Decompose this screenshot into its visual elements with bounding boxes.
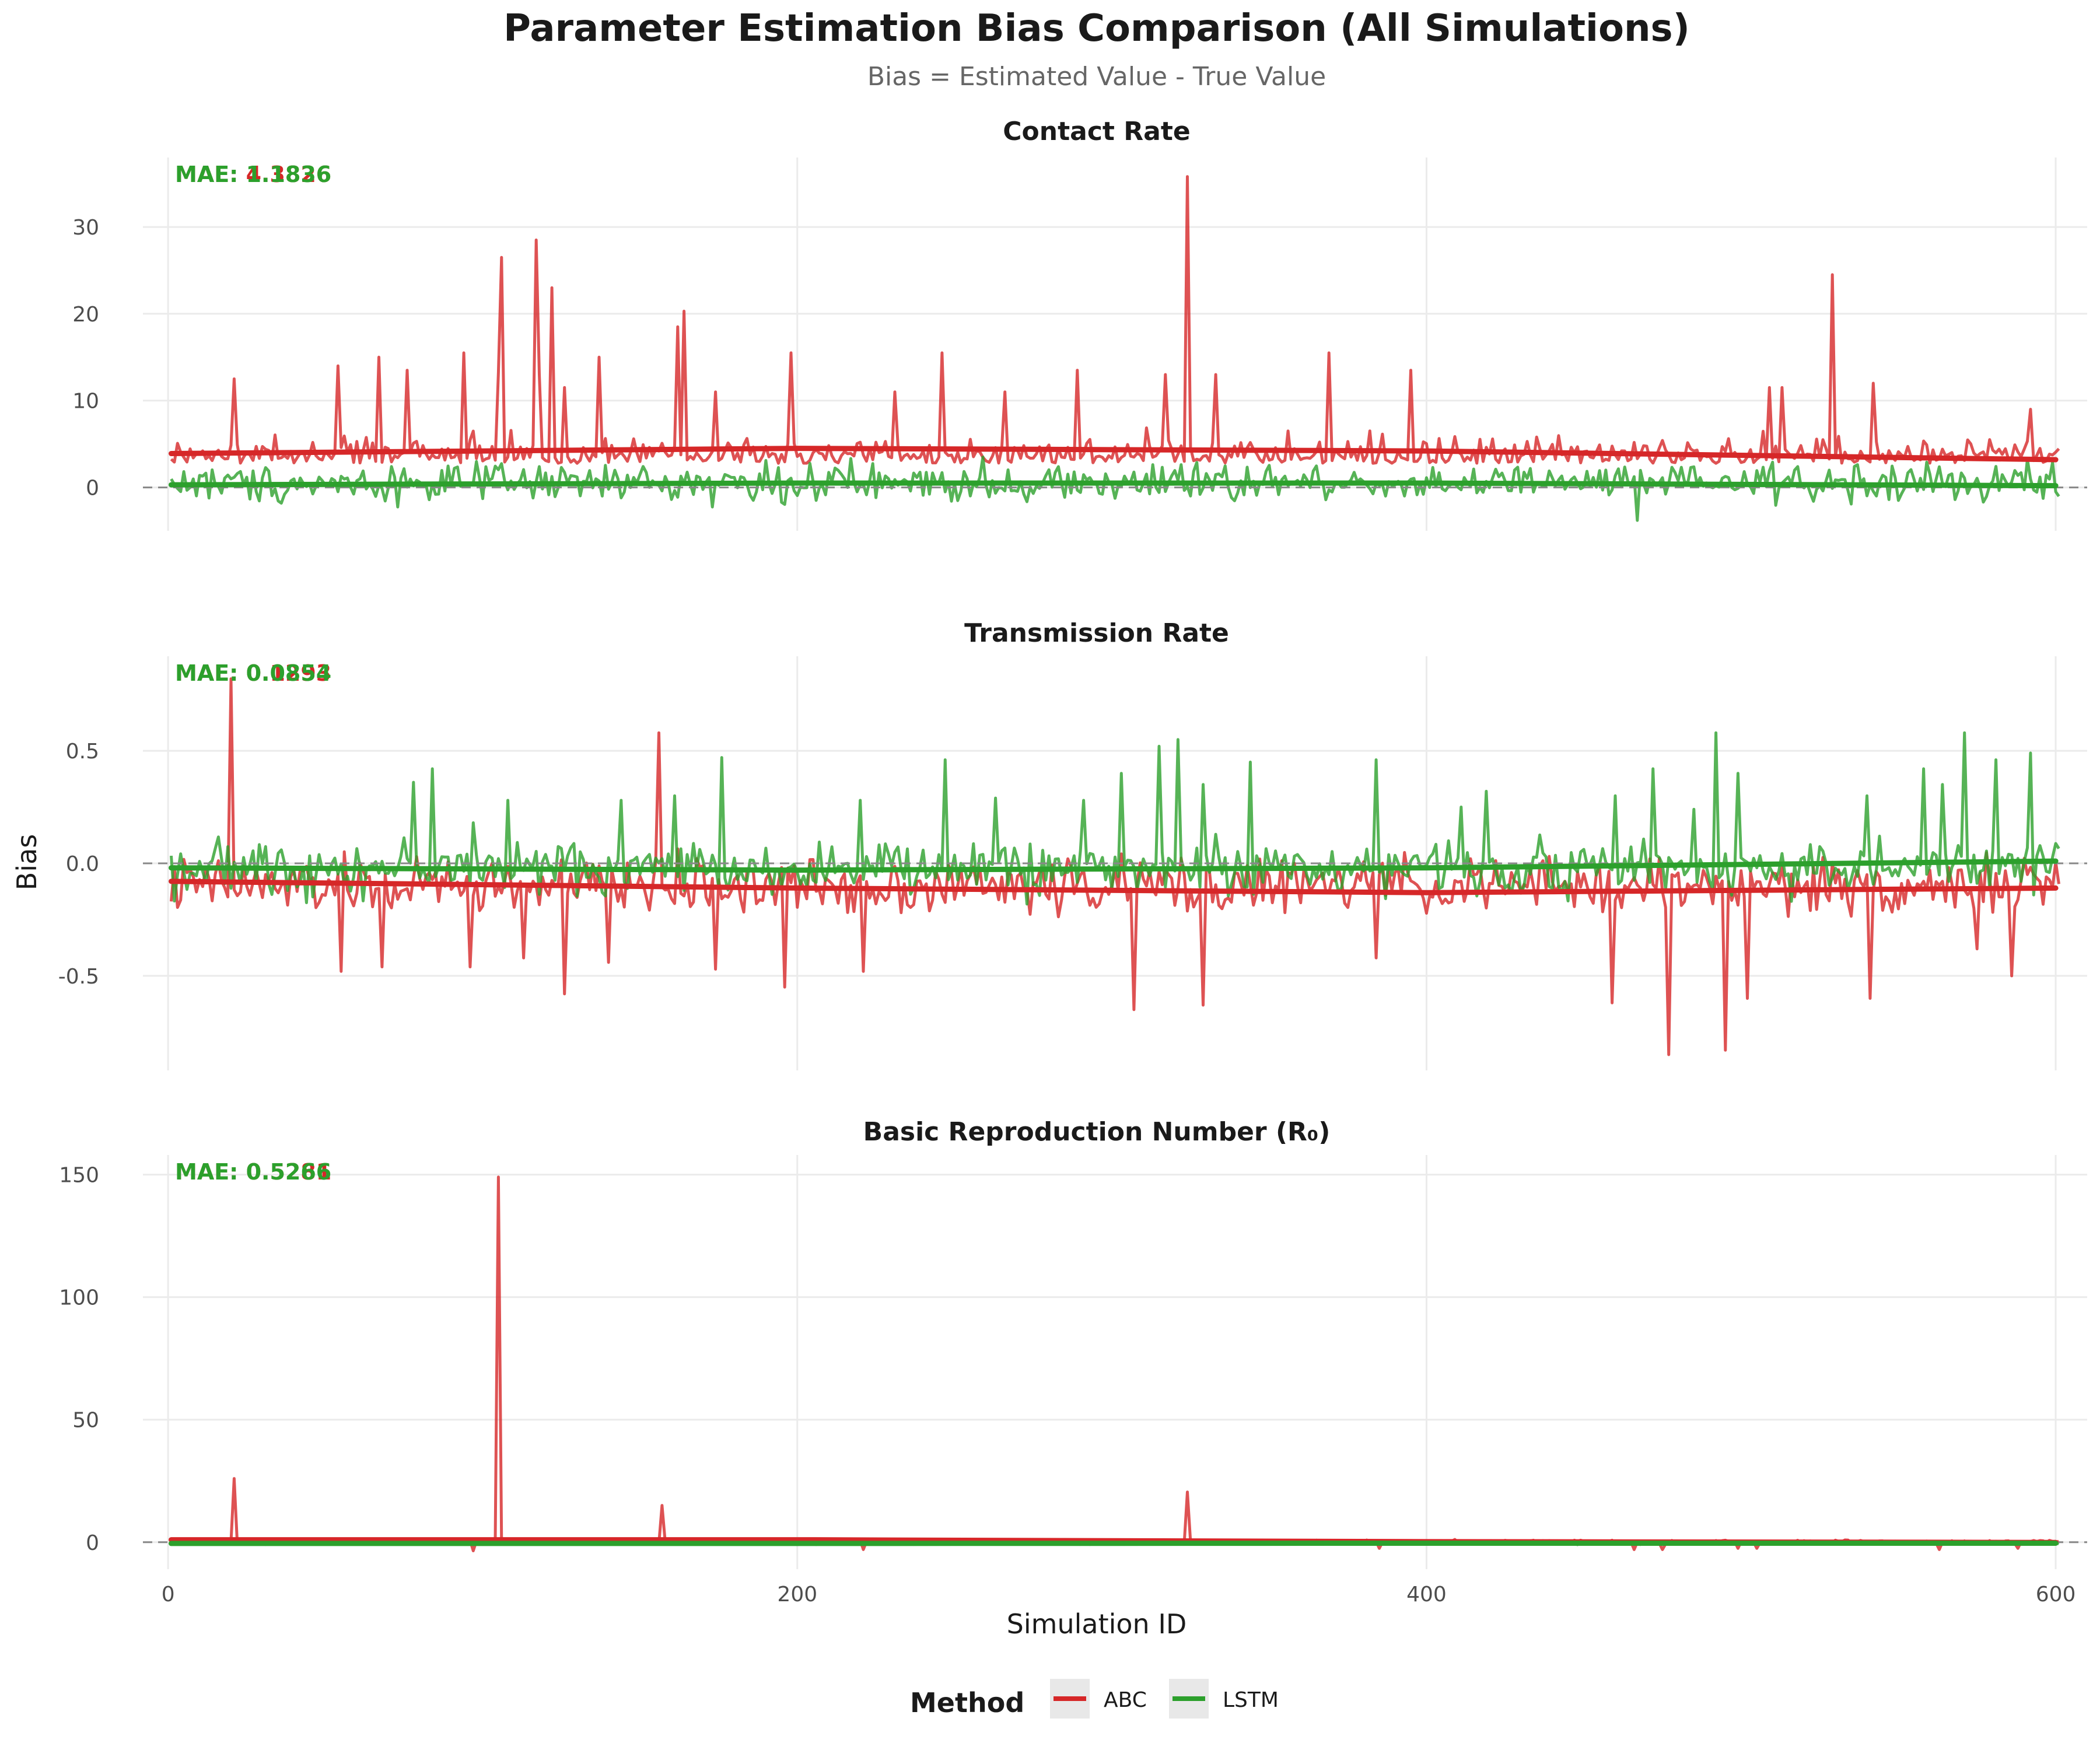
mae-annotation-lstm: MAE: 0.0854 xyxy=(175,660,331,686)
series-line-abc xyxy=(170,1175,2060,1552)
mae-annotation-lstm: MAE: 0.5266 xyxy=(175,1159,331,1185)
trend-line-lstm xyxy=(169,858,2059,873)
trend-line-lstm xyxy=(169,480,2059,489)
series-line-abc xyxy=(170,175,2060,465)
x-tick-label: 0 xyxy=(162,1583,175,1606)
panel-title: Contact Rate xyxy=(1003,117,1190,146)
panel-2: Basic Reproduction Number (R₀) 0 50 100 150 M… xyxy=(59,1117,2087,1569)
y-tick-label: 10 xyxy=(72,390,99,414)
y-tick-label: 0 xyxy=(86,477,99,501)
y-tick-label: 150 xyxy=(59,1164,99,1188)
legend-label-abc[interactable]: ABC xyxy=(1104,1688,1147,1712)
x-tick-label: 600 xyxy=(2036,1583,2076,1606)
y-tick-label: 0.5 xyxy=(66,740,99,764)
x-axis-label: Simulation ID xyxy=(1007,1608,1187,1640)
series-line-lstm xyxy=(170,456,2060,522)
mae-annotation-abc: MAE: 4.3826 xyxy=(175,162,331,187)
x-tick-label: 400 xyxy=(1406,1583,1447,1606)
trend-line-abc xyxy=(169,446,2059,463)
panel-title: Transmission Rate xyxy=(964,618,1229,648)
legend-label-lstm[interactable]: LSTM xyxy=(1223,1688,1279,1712)
y-axis-label: Bias xyxy=(11,834,43,891)
y-tick-label: 0.0 xyxy=(66,852,99,876)
legend-title[interactable]: Method xyxy=(910,1687,1024,1718)
chart-subtitle: Bias = Estimated Value - True Value xyxy=(867,62,1326,92)
y-tick-label: 0 xyxy=(86,1531,99,1555)
legend: Method ABC LSTM xyxy=(910,1679,1279,1718)
chart-title: Parameter Estimation Bias Comparison (Al… xyxy=(503,7,1690,50)
y-tick-label: 50 xyxy=(72,1409,99,1433)
mae-annotation-abc: MAE: 0.1293 xyxy=(175,660,331,686)
panel-1: Transmission Rate -0.5 0.0 0.5 MAE: 0.1293MA… xyxy=(58,618,2087,1070)
panel-title: Basic Reproduction Number (R₀) xyxy=(863,1117,1331,1147)
mae-annotation-lstm: MAE: 1.1836 xyxy=(175,162,331,187)
y-tick-label: 20 xyxy=(72,303,99,327)
series-line-lstm xyxy=(170,731,2060,906)
x-axis-ticks: 0 200 400 600 xyxy=(162,1583,2076,1606)
y-tick-label: 30 xyxy=(72,216,99,240)
y-tick-label: -0.5 xyxy=(58,965,99,989)
y-tick-label: 100 xyxy=(59,1286,99,1310)
trend-line-abc xyxy=(169,878,2059,895)
mae-annotation-abc: MAE: 0.5281 xyxy=(175,1159,331,1185)
x-tick-label: 200 xyxy=(777,1583,817,1606)
